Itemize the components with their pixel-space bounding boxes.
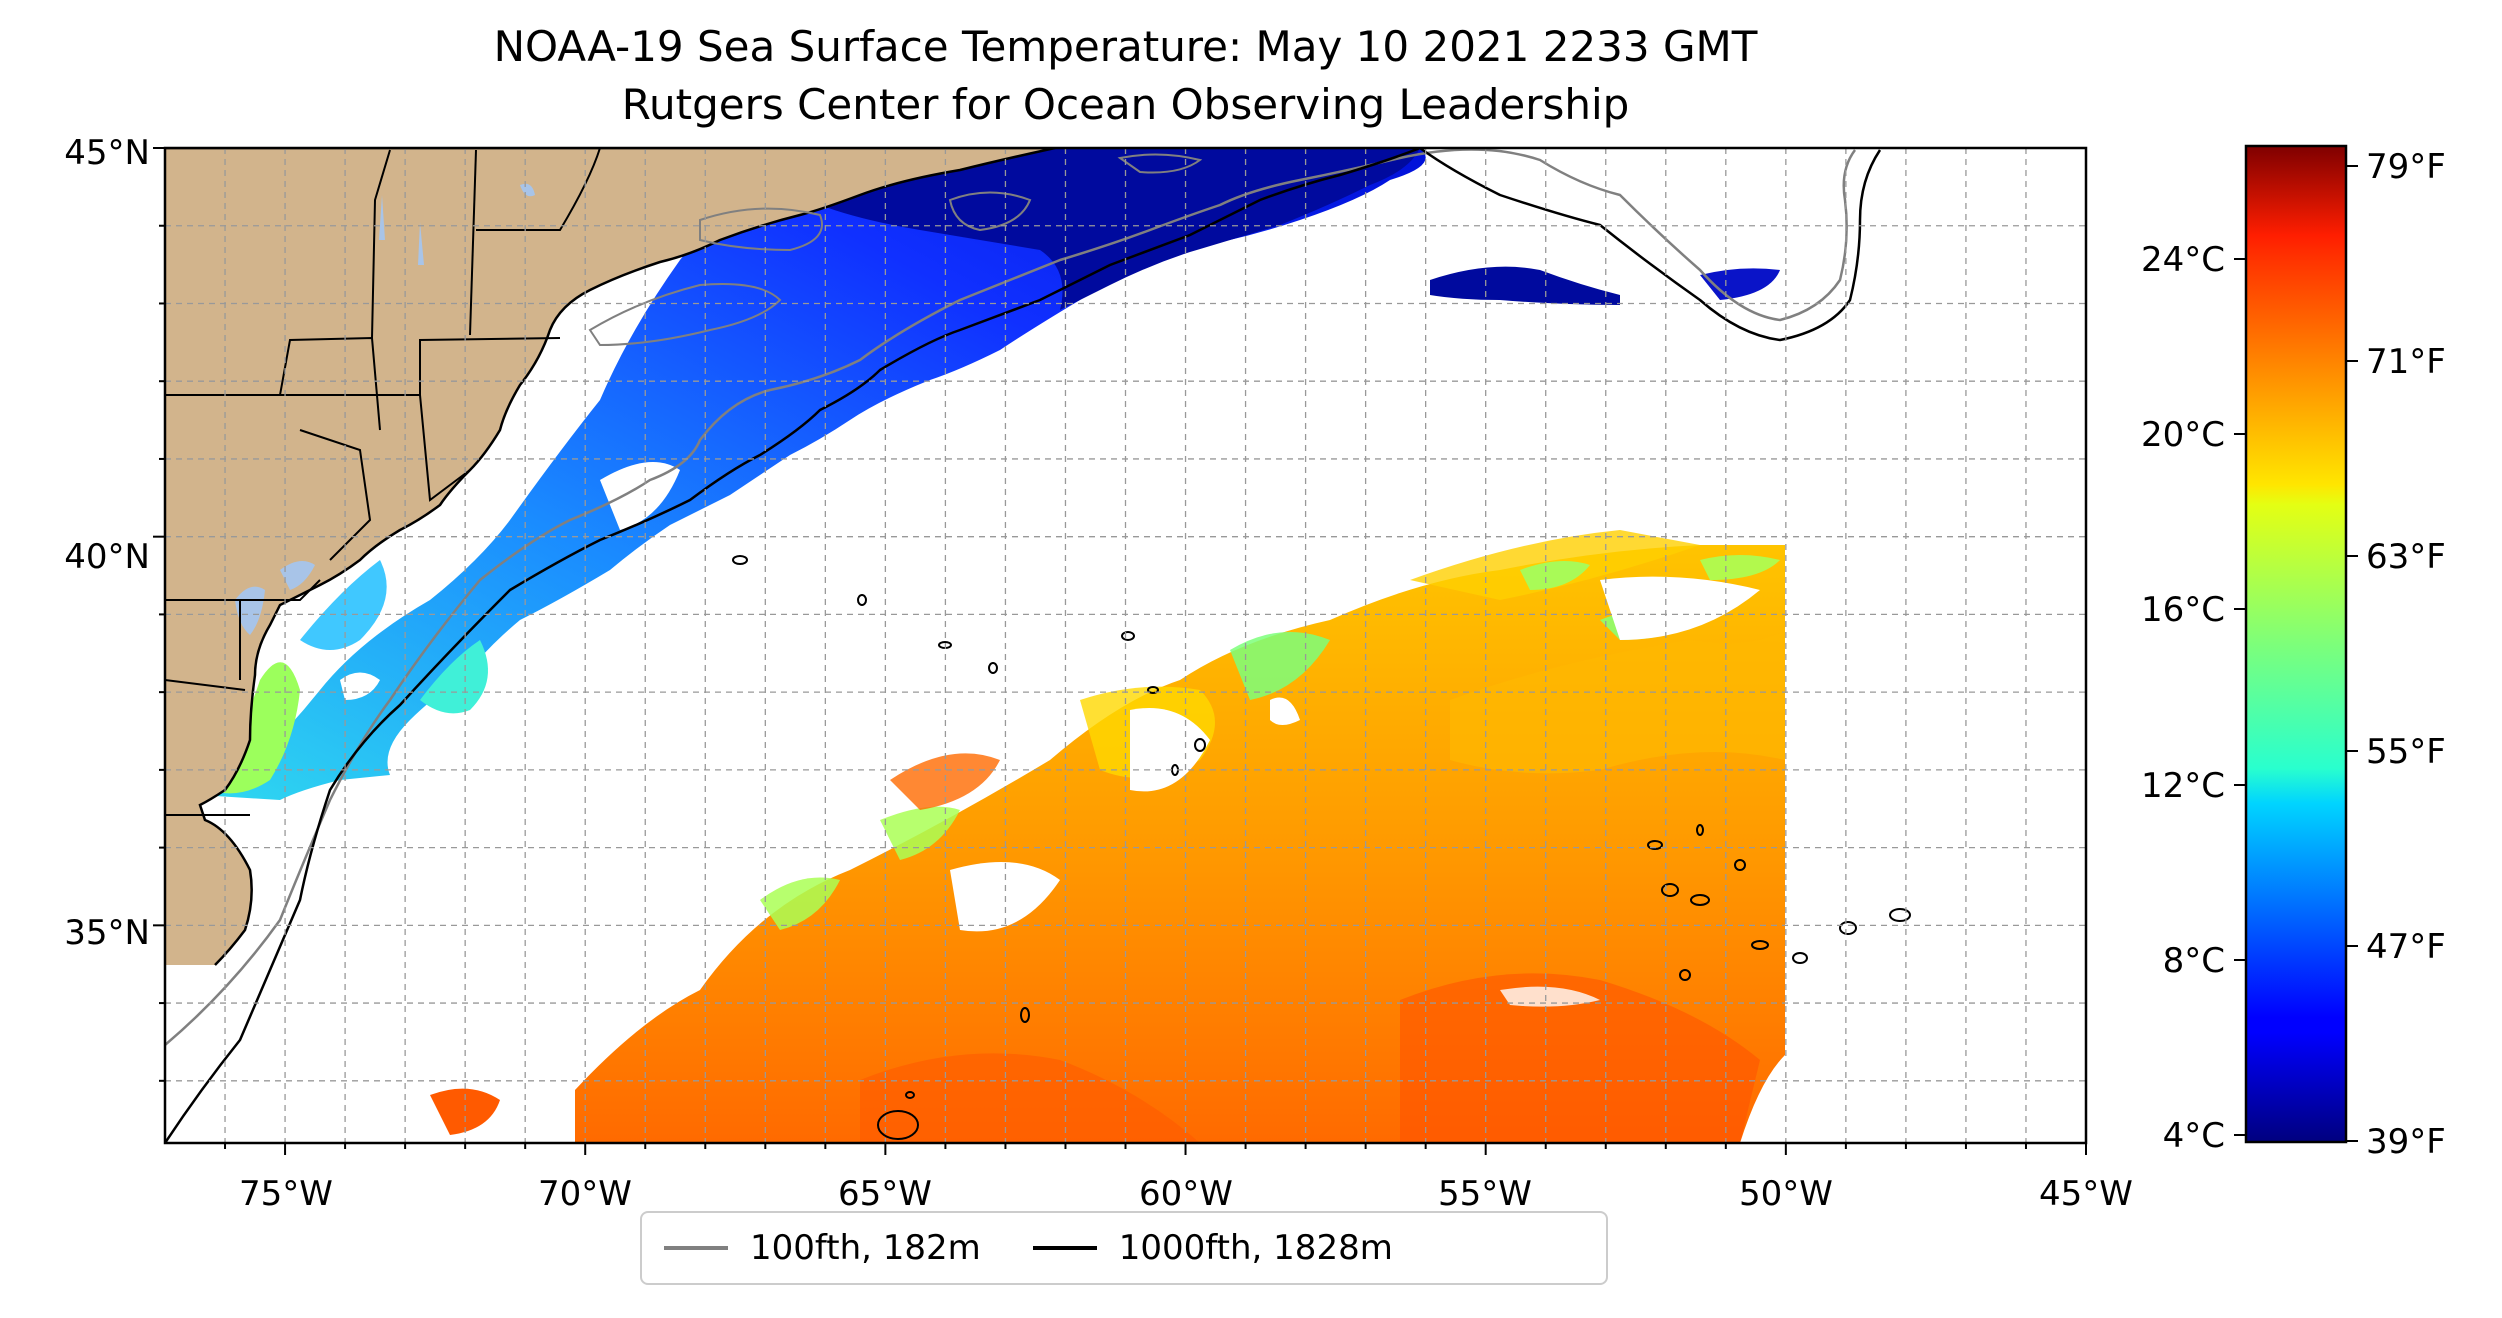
x-tick-label: 65°W <box>838 1174 932 1214</box>
legend-label: 100fth, 182m <box>750 1228 981 1268</box>
legend-item-100fth: 100fth, 182m <box>664 1228 981 1268</box>
map-subtitle: Rutgers Center for Ocean Observing Leade… <box>621 80 1630 129</box>
x-tick-label: 70°W <box>538 1174 632 1214</box>
y-tick-label: 45°N <box>64 133 150 173</box>
land-mass <box>165 148 1055 965</box>
map-title: NOAA-19 Sea Surface Temperature: May 10 … <box>493 22 1758 71</box>
colorbar-frame <box>2244 144 2348 1144</box>
colorbar-celsius-labels: 24°C 20°C 16°C 12°C 8°C 4°C <box>2141 240 2225 1156</box>
legend-swatch-black-line <box>1032 1246 1097 1250</box>
colorbar-ticks <box>2234 165 2358 1142</box>
celsius-tick-label: 24°C <box>2141 240 2225 280</box>
colorbar-gradient <box>2246 146 2346 1142</box>
fahrenheit-tick-label: 71°F <box>2366 342 2446 382</box>
legend-label: 1000fth, 1828m <box>1118 1228 1393 1268</box>
x-tick-label: 60°W <box>1139 1174 1233 1214</box>
sst-data-layer <box>165 148 1785 1143</box>
celsius-tick-label: 8°C <box>2163 941 2225 981</box>
legend-item-1000fth: 1000fth, 1828m <box>1032 1228 1393 1268</box>
map-tick-marks <box>153 147 2087 1155</box>
map-legend: 100fth, 182m 1000fth, 1828m <box>640 1211 1608 1285</box>
fahrenheit-tick-label: 39°F <box>2366 1122 2446 1162</box>
isobath-100fth <box>165 148 1857 1046</box>
state-borders <box>165 148 601 816</box>
x-tick-label: 50°W <box>1739 1174 1833 1214</box>
y-tick-labels: 35°N 40°N 45°N <box>64 133 150 953</box>
coastline <box>165 148 1056 966</box>
x-tick-label: 75°W <box>239 1174 333 1214</box>
x-tick-labels: 75°W 70°W 65°W 60°W 55°W 50°W 45°W <box>239 1174 2133 1214</box>
isobath-1000fth <box>165 148 1882 1143</box>
fahrenheit-tick-label: 55°F <box>2366 732 2446 772</box>
fahrenheit-tick-label: 79°F <box>2366 147 2446 187</box>
fahrenheit-tick-label: 63°F <box>2366 537 2446 577</box>
celsius-tick-label: 4°C <box>2163 1116 2225 1156</box>
y-tick-label: 40°N <box>64 537 150 577</box>
map-plot-area <box>165 148 2086 1143</box>
celsius-tick-label: 12°C <box>2141 766 2225 806</box>
x-tick-label: 55°W <box>1438 1174 1532 1214</box>
colorbar-fahrenheit-labels: 79°F 71°F 63°F 55°F 47°F 39°F <box>2366 147 2446 1162</box>
x-tick-label: 45°W <box>2039 1174 2133 1214</box>
y-tick-label: 35°N <box>64 913 150 953</box>
fahrenheit-tick-label: 47°F <box>2366 927 2446 967</box>
map-gridlines <box>165 148 2086 1143</box>
celsius-tick-label: 16°C <box>2141 590 2225 630</box>
celsius-tick-label: 20°C <box>2141 415 2225 455</box>
legend-swatch-gray-line <box>664 1246 728 1250</box>
